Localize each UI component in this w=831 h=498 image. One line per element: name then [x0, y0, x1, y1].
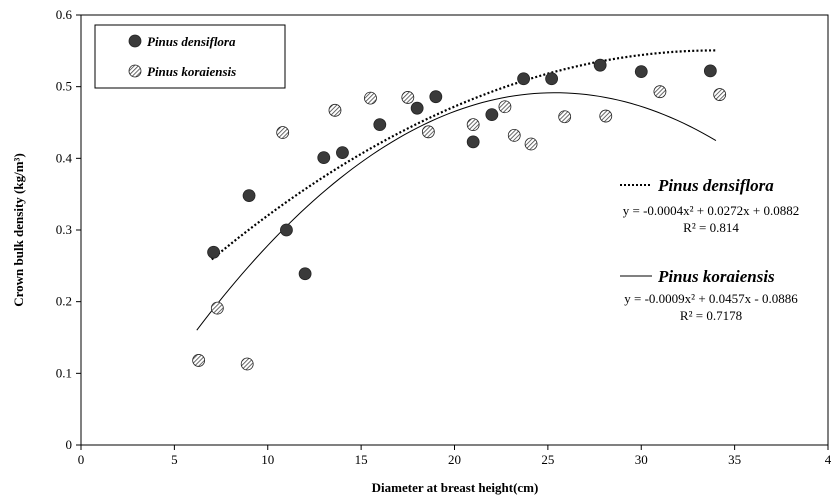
x-tick-label: 15 — [355, 452, 368, 467]
data-point-pinus-densiflora — [280, 223, 293, 237]
data-point-pinus-koraiensis — [599, 109, 613, 123]
data-point-pinus-koraiensis — [713, 88, 727, 101]
annotation-species-densiflora: Pinus densiflora — [657, 176, 774, 195]
trendline-pinus-densiflora — [211, 49, 716, 261]
data-point-pinus-densiflora — [336, 146, 349, 160]
x-axis-ticks: 0 5 10 15 20 25 30 35 4 — [78, 445, 831, 467]
data-point-pinus-densiflora — [466, 135, 480, 149]
x-axis-title: Diameter at breast height(cm) — [372, 480, 539, 495]
data-points — [192, 58, 727, 371]
legend-marker-pinus-densiflora — [128, 34, 142, 48]
y-tick-label: 0.3 — [56, 222, 72, 237]
data-point-pinus-koraiensis — [276, 126, 290, 139]
x-tick-label: 35 — [728, 452, 741, 467]
y-tick-label: 0.5 — [56, 79, 72, 94]
data-point-pinus-koraiensis — [653, 85, 667, 99]
legend-marker-pinus-koraiensis — [128, 64, 142, 78]
legend-frame — [94, 24, 286, 89]
data-point-pinus-koraiensis — [401, 91, 415, 104]
x-tick-label: 4 — [825, 452, 831, 467]
data-point-pinus-densiflora — [410, 101, 424, 115]
x-tick-label: 30 — [635, 452, 648, 467]
annotation-pinus-densiflora: Pinus densiflora y = -0.0004x² + 0.0272x… — [620, 176, 799, 235]
data-point-pinus-densiflora — [545, 72, 559, 86]
x-tick-label: 0 — [78, 452, 85, 467]
data-point-pinus-densiflora — [703, 64, 717, 78]
x-tick-label: 10 — [261, 452, 274, 467]
data-point-pinus-densiflora — [429, 90, 443, 104]
y-tick-label: 0 — [66, 437, 73, 452]
data-point-pinus-koraiensis — [364, 91, 377, 105]
legend: Pinus densiflora Pinus koraiensis — [94, 24, 286, 89]
data-point-pinus-koraiensis — [466, 118, 480, 132]
y-tick-label: 0.6 — [56, 7, 73, 22]
data-point-pinus-koraiensis — [507, 128, 521, 142]
data-point-pinus-koraiensis — [558, 110, 572, 124]
annotation-equation-koraiensis: y = -0.0009x² + 0.0457x - 0.0886 — [624, 291, 798, 306]
y-axis-ticks: 0 0.1 0.2 0.3 0.4 0.5 0.6 — [56, 7, 81, 452]
data-point-pinus-densiflora — [317, 151, 331, 165]
data-point-pinus-densiflora — [207, 245, 220, 259]
annotation-r-squared-koraiensis: R² = 0.7178 — [680, 308, 742, 323]
data-point-pinus-densiflora — [593, 58, 607, 72]
annotation-pinus-koraiensis: Pinus koraiensis y = -0.0009x² + 0.0457x… — [620, 267, 798, 323]
y-tick-label: 0.2 — [56, 294, 72, 309]
y-tick-label: 0.4 — [56, 150, 73, 165]
data-point-pinus-koraiensis — [240, 357, 254, 371]
data-point-pinus-densiflora — [634, 65, 648, 79]
data-point-pinus-koraiensis — [498, 100, 512, 114]
x-tick-label: 5 — [171, 452, 178, 467]
data-point-pinus-densiflora — [373, 118, 387, 132]
y-axis-title: Crown bulk density (kg/m³) — [11, 153, 26, 307]
data-point-pinus-koraiensis — [524, 137, 538, 151]
data-point-pinus-koraiensis — [328, 103, 342, 117]
annotation-r-squared-densiflora: R² = 0.814 — [683, 220, 739, 235]
data-point-pinus-densiflora — [242, 189, 256, 203]
annotation-species-koraiensis: Pinus koraiensis — [657, 267, 775, 286]
data-point-pinus-densiflora — [517, 72, 530, 86]
data-point-pinus-densiflora — [485, 108, 499, 122]
y-tick-label: 0.1 — [56, 365, 72, 380]
x-tick-label: 20 — [448, 452, 461, 467]
legend-label-pinus-densiflora: Pinus densiflora — [147, 34, 236, 49]
legend-label-pinus-koraiensis: Pinus koraiensis — [147, 64, 236, 79]
data-point-pinus-koraiensis — [192, 354, 206, 367]
data-point-pinus-densiflora — [298, 267, 312, 281]
data-point-pinus-koraiensis — [210, 301, 224, 315]
x-tick-label: 25 — [541, 452, 554, 467]
data-point-pinus-koraiensis — [421, 125, 435, 139]
annotation-equation-densiflora: y = -0.0004x² + 0.0272x + 0.0882 — [623, 203, 799, 218]
